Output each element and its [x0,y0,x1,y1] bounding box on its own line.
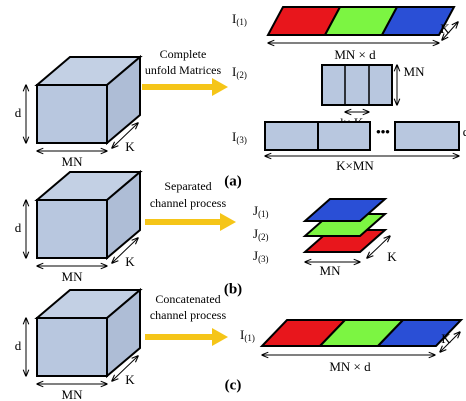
label-index: (1) [244,333,255,343]
arrow-text: Complete [160,47,207,61]
label-index: (2) [236,70,247,80]
cube-depth-label: K [125,254,135,269]
caption: (b) [224,281,242,297]
matrix-label: J(3) [253,248,269,264]
arrow-text: Separated [164,179,211,193]
process-arrow [145,328,228,346]
cube-width-label: MN [62,387,84,401]
arrow-text: Concatenated [155,292,220,306]
arrow-text: unfold Matrices [145,63,222,77]
matrix-label: I(1) [232,11,247,27]
cube-front [37,318,107,376]
arrow-text: channel process [150,308,227,322]
cube-width-label: MN [62,269,84,284]
cube-front [37,85,107,143]
matrix-block [265,122,318,150]
label-index: (3) [236,135,247,145]
process-arrow [145,213,236,231]
matrix-block [322,65,392,105]
label-index: (1) [258,209,269,219]
matrix-block [395,122,459,150]
width-label: MN × d [329,359,371,374]
caption: (c) [225,377,242,393]
width-label: MN [320,263,342,278]
cube-depth-label: K [125,139,135,154]
cube-height-label: d [15,105,22,120]
matrix-block [318,122,370,150]
matrix-label: I(2) [232,64,247,80]
cube-height-label: d [15,338,22,353]
label-index: (2) [258,232,269,242]
cube-height-label: d [15,220,22,235]
depth-label: K [387,249,397,264]
process-arrow [142,78,228,96]
matrix-label: J(2) [253,226,269,242]
caption: (a) [224,173,242,189]
height-label: MN [404,64,426,79]
ellipsis: ••• [376,124,390,139]
depth-label: K [440,21,450,36]
label-index: (1) [236,17,247,27]
width-label: MN × d [334,47,376,62]
matrix-label: J(1) [253,203,269,219]
cube-front [37,200,107,258]
cube-depth-label: K [125,372,135,387]
width-label: K×MN [336,158,374,173]
arrow-text: channel process [150,196,227,210]
diagram: d MN K Complete unfold Matrices I(1) MN × d K I(… [0,0,466,401]
cube-width-label: MN [62,154,84,169]
depth-label: K [441,331,451,346]
label-index: (3) [258,254,269,264]
matrix-label: I(1) [240,327,255,343]
matrix-label: I(3) [232,129,247,145]
